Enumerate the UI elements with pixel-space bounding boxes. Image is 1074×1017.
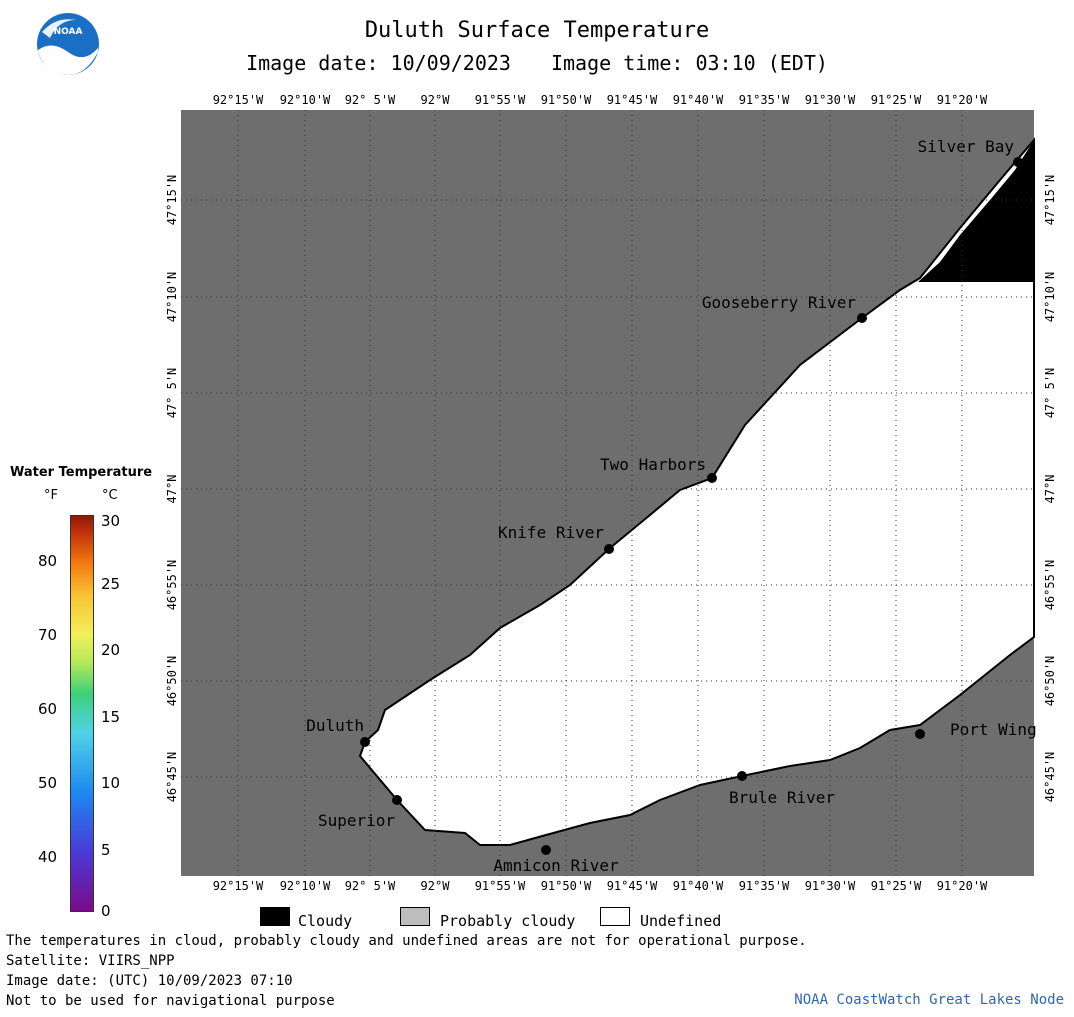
celsius-tick: 15 xyxy=(101,708,121,726)
place-label-gooseberry-river: Gooseberry River xyxy=(702,293,856,312)
longitude-label: 91°50'W xyxy=(541,879,592,893)
celsius-tick: 10 xyxy=(101,774,121,792)
fahrenheit-tick: 40 xyxy=(38,848,58,866)
place-marker-two-harbors xyxy=(707,473,717,483)
credit-text: NOAA CoastWatch Great Lakes Node xyxy=(794,992,1064,1008)
image-date: Image date: 10/09/2023 xyxy=(246,51,511,75)
longitude-label: 91°20'W xyxy=(937,93,988,107)
unit-celsius: °C xyxy=(102,488,118,503)
latitude-label: 47°15'N xyxy=(165,175,179,226)
longitude-label: 92° 5'W xyxy=(345,879,396,893)
longitude-label: 92°W xyxy=(421,93,451,107)
place-marker-brule-river xyxy=(737,771,747,781)
latitude-label: 47°15'N xyxy=(1043,175,1057,226)
legend-title: Water Temperature xyxy=(10,465,153,480)
longitude-label: 91°55'W xyxy=(475,93,526,107)
satellite-text: Satellite: VIIRS_NPP xyxy=(6,953,175,969)
longitude-label: 91°40'W xyxy=(673,93,724,107)
place-label-knife-river: Knife River xyxy=(498,523,604,542)
place-label-port-wing: Port Wing xyxy=(950,720,1037,739)
longitude-label: 91°25'W xyxy=(871,879,922,893)
longitude-label: 92°W xyxy=(421,879,451,893)
latitude-label: 46°50'N xyxy=(165,656,179,707)
fahrenheit-tick: 60 xyxy=(38,700,58,718)
probably-cloudy-label: Probably cloudy xyxy=(440,912,576,930)
latitude-label: 47°10'N xyxy=(165,272,179,323)
place-label-two-harbors: Two Harbors xyxy=(600,455,706,474)
navigation-warning: Not to be used for navigational purpose xyxy=(6,993,335,1009)
noaa-logo-icon: NOAA xyxy=(37,13,99,75)
celsius-tick: 25 xyxy=(101,575,121,593)
place-marker-silver-bay xyxy=(1013,157,1023,167)
latitude-label: 47° 5'N xyxy=(165,368,179,419)
place-label-silver-bay: Silver Bay xyxy=(918,137,1015,156)
cloudy-label: Cloudy xyxy=(298,912,353,930)
place-label-brule-river: Brule River xyxy=(729,788,835,807)
longitude-label: 91°55'W xyxy=(475,879,526,893)
fahrenheit-tick: 50 xyxy=(38,774,58,792)
longitude-label: 91°30'W xyxy=(805,93,856,107)
place-label-duluth: Duluth xyxy=(306,716,364,735)
latitude-label: 47° 5'N xyxy=(1043,368,1057,419)
fahrenheit-tick: 70 xyxy=(38,626,58,644)
celsius-tick: 30 xyxy=(101,512,121,530)
utc-date-text: Image date: (UTC) 10/09/2023 07:10 xyxy=(6,973,293,989)
place-marker-knife-river xyxy=(604,544,614,554)
longitude-label: 91°30'W xyxy=(805,879,856,893)
place-marker-superior xyxy=(392,795,402,805)
noaa-logo-text: NOAA xyxy=(54,27,83,37)
longitude-label: 91°45'W xyxy=(607,879,658,893)
latitude-label: 46°45'N xyxy=(1043,752,1057,803)
place-label-superior: Superior xyxy=(318,811,395,830)
map-subtitle: Image date: 10/09/2023 Image time: 03:10 … xyxy=(0,51,1074,75)
place-marker-port-wing xyxy=(915,729,925,739)
latitude-label: 46°55'N xyxy=(165,560,179,611)
latitude-label: 47°10'N xyxy=(1043,272,1057,323)
longitude-label: 92°10'W xyxy=(280,879,331,893)
unit-fahrenheit: °F xyxy=(44,488,58,503)
longitude-label: 92° 5'W xyxy=(345,93,396,107)
undefined-label: Undefined xyxy=(640,912,722,930)
longitude-label: 92°15'W xyxy=(213,879,264,893)
longitude-label: 91°45'W xyxy=(607,93,658,107)
longitude-label: 91°50'W xyxy=(541,93,592,107)
latitude-label: 47°N xyxy=(165,475,179,504)
longitude-label: 91°20'W xyxy=(937,879,988,893)
latitude-label: 46°55'N xyxy=(1043,560,1057,611)
latitude-label: 47°N xyxy=(1043,475,1057,504)
longitude-label: 91°35'W xyxy=(739,93,790,107)
longitude-label: 92°15'W xyxy=(213,93,264,107)
image-time: Image time: 03:10 (EDT) xyxy=(550,51,828,75)
longitude-label: 92°10'W xyxy=(280,93,331,107)
place-marker-duluth xyxy=(360,737,370,747)
place-marker-gooseberry-river xyxy=(857,313,867,323)
latitude-label: 46°45'N xyxy=(165,752,179,803)
probably-cloudy-swatch xyxy=(400,907,430,926)
celsius-tick: 0 xyxy=(101,902,111,920)
longitude-label: 91°40'W xyxy=(673,879,724,893)
longitude-label: 91°25'W xyxy=(871,93,922,107)
fahrenheit-tick: 80 xyxy=(38,552,58,570)
place-label-amnicon-river: Amnicon River xyxy=(493,856,619,875)
undefined-swatch xyxy=(600,907,630,926)
temperature-colorbar xyxy=(70,515,94,912)
map-title: Duluth Surface Temperature xyxy=(364,18,710,43)
cloudy-area xyxy=(918,140,1034,282)
longitude-label: 91°35'W xyxy=(739,879,790,893)
disclaimer-text: The temperatures in cloud, probably clou… xyxy=(6,933,807,949)
cloudy-swatch xyxy=(260,907,290,926)
place-marker-amnicon-river xyxy=(541,845,551,855)
latitude-label: 46°50'N xyxy=(1043,656,1057,707)
celsius-tick: 20 xyxy=(101,641,121,659)
celsius-tick: 5 xyxy=(101,841,111,859)
